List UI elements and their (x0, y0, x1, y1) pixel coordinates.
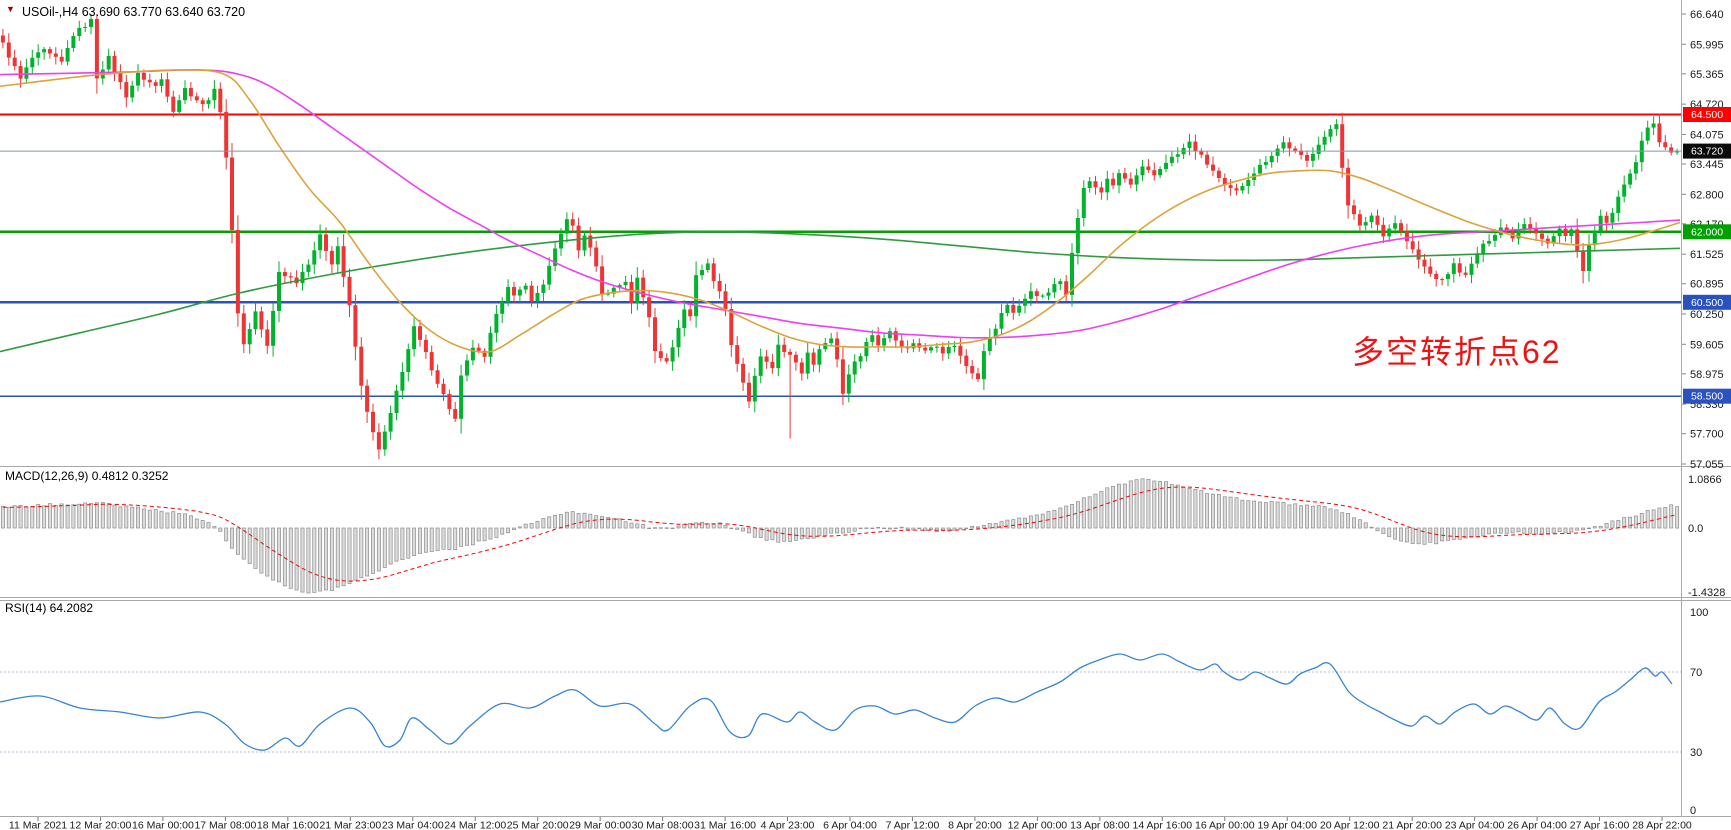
rsi-axis-label: 30 (1690, 747, 1702, 759)
macd-axis-label: 1.0866 (1688, 474, 1722, 486)
price-axis-label: 58.975 (1690, 369, 1724, 381)
price-axis-label: 65.995 (1690, 39, 1724, 51)
price-axis-label: 60.895 (1690, 279, 1724, 291)
price-badge-label: 60.500 (1691, 297, 1723, 309)
time-axis-label: 19 Apr 04:00 (1257, 820, 1317, 830)
time-axis[interactable]: 11 Mar 2021 12 Mar 20:00 16 Mar 00:00 17 Ma… (9, 817, 1692, 830)
candlesticks-layer (0, 14, 1680, 460)
time-axis-label: 28 Apr 22:00 (1632, 820, 1692, 830)
price-axis-label: 62.800 (1690, 189, 1724, 201)
price-axis-label: 64.075 (1690, 129, 1724, 141)
time-axis-label: 29 Mar 00:00 (569, 820, 631, 830)
price-axis-label: 57.055 (1690, 459, 1724, 471)
rsi-axis-label: 100 (1690, 607, 1708, 619)
price-badge-label: 63.720 (1691, 146, 1723, 158)
moving-averages-layer (0, 69, 1681, 353)
ma-mid-magenta (0, 69, 1681, 339)
rsi-indicator-label: RSI(14) 64.2082 (5, 601, 94, 615)
time-axis-label: 12 Mar 20:00 (70, 820, 132, 830)
time-axis-label: 21 Apr 20:00 (1382, 820, 1442, 830)
time-axis-label: 23 Mar 04:00 (382, 820, 444, 830)
ma-fast-orange (0, 69, 1681, 353)
rsi-line (0, 653, 1673, 751)
chart-title: USOil-,H4 63.690 63.770 63.640 63.720 (22, 5, 246, 19)
time-axis-label: 8 Apr 20:00 (948, 820, 1002, 830)
chart-annotation: 多空转折点62 (1352, 334, 1562, 371)
price-line-badge (1683, 224, 1731, 240)
symbol-dropdown-icon[interactable]: ▼ (6, 4, 15, 14)
price-line-badge (1683, 388, 1731, 404)
time-axis-label: 4 Apr 23:00 (761, 820, 815, 830)
price-line-badge (1683, 294, 1731, 310)
time-axis-label: 25 Mar 20:00 (507, 820, 569, 830)
time-axis-label: 12 Apr 00:00 (1008, 820, 1068, 830)
price-badge-label: 58.500 (1691, 391, 1723, 403)
time-axis-label: 16 Mar 00:00 (132, 820, 194, 830)
macd-pane[interactable] (0, 478, 1680, 594)
price-axis-label: 60.250 (1690, 309, 1724, 321)
price-badge-label: 62.000 (1691, 226, 1723, 238)
rsi-pane[interactable] (0, 653, 1681, 753)
time-axis-label: 6 Apr 04:00 (823, 820, 877, 830)
price-axis-label: 57.700 (1690, 429, 1724, 441)
price-line-badge (1683, 143, 1731, 159)
price-axis[interactable]: 66.64065.99565.36564.72064.07563.44562.8… (1682, 9, 1731, 817)
time-axis-label: 23 Apr 04:00 (1445, 820, 1505, 830)
rsi-axis-label: 0 (1690, 805, 1696, 817)
macd-axis-label: 0.0 (1688, 523, 1703, 535)
price-line-badge (1683, 107, 1731, 122)
time-axis-label: 27 Apr 16:00 (1570, 820, 1630, 830)
time-axis-label: 31 Mar 16:00 (694, 820, 756, 830)
price-badge-label: 64.500 (1691, 109, 1723, 121)
price-axis-label: 66.640 (1690, 9, 1724, 21)
ma-slow-green (0, 230, 1681, 353)
time-axis-label: 16 Apr 00:00 (1195, 820, 1255, 830)
time-axis-label: 20 Apr 12:00 (1320, 820, 1380, 830)
time-axis-label: 18 Mar 16:00 (257, 820, 319, 830)
time-axis-label: 7 Apr 12:00 (886, 820, 940, 830)
time-axis-label: 11 Mar 2021 (9, 820, 67, 830)
time-axis-label: 17 Mar 08:00 (194, 820, 256, 830)
price-axis-label: 59.605 (1690, 339, 1724, 351)
macd-signal-line (2, 486, 1678, 582)
rsi-axis-label: 70 (1690, 667, 1702, 679)
time-axis-label: 24 Mar 12:00 (444, 820, 506, 830)
macd-indicator-label: MACD(12,26,9) 0.4812 0.3252 (5, 469, 169, 483)
time-axis-label: 26 Apr 04:00 (1507, 820, 1567, 830)
time-axis-label: 21 Mar 23:00 (319, 820, 381, 830)
price-axis-label: 63.445 (1690, 159, 1724, 171)
macd-axis-label: -1.4328 (1688, 587, 1725, 599)
price-axis-label: 65.365 (1690, 69, 1724, 81)
price-axis-label: 61.525 (1690, 249, 1724, 261)
time-axis-label: 13 Apr 08:00 (1070, 820, 1130, 830)
time-axis-label: 30 Mar 08:00 (632, 820, 694, 830)
time-axis-label: 14 Apr 16:00 (1133, 820, 1193, 830)
